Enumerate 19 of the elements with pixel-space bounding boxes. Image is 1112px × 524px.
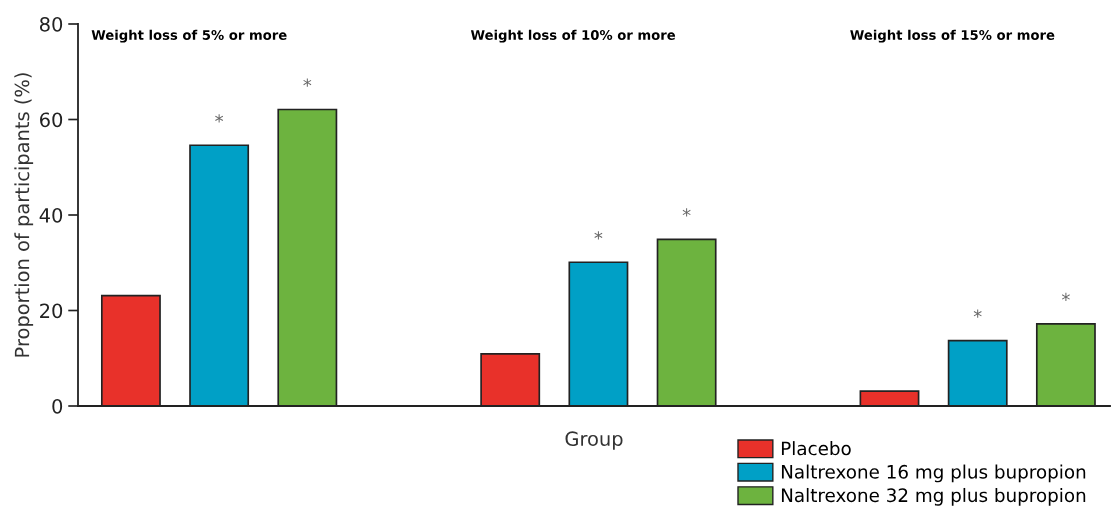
data-label: *	[973, 309, 982, 318]
y-tick-label: 0	[52, 398, 63, 414]
annotation: Weight loss of 5% or more	[91, 29, 287, 43]
data-label: *	[682, 208, 691, 217]
legend-label: Placebo	[781, 441, 851, 456]
y-tick-label: 40	[39, 207, 63, 223]
x-axis-title: Group	[565, 431, 623, 450]
data-label: *	[303, 78, 312, 87]
data-label: *	[215, 114, 224, 123]
y-tick-label: 80	[39, 16, 63, 32]
data-label: *	[594, 231, 603, 240]
y-tick-label: 20	[40, 303, 63, 319]
y-tick-label: 60	[40, 112, 63, 128]
data-label: *	[1061, 292, 1070, 302]
legend-label: Naltrexone 16 mg plus bupropion	[781, 464, 1086, 483]
y-axis-title: Proportion of participants (%)	[14, 73, 34, 357]
annotation: Weight loss of 15% or more	[850, 29, 1055, 43]
annotation: Weight loss of 10% or more	[470, 29, 676, 43]
legend-label: Naltrexone 32 mg plus bupropion	[781, 487, 1086, 506]
